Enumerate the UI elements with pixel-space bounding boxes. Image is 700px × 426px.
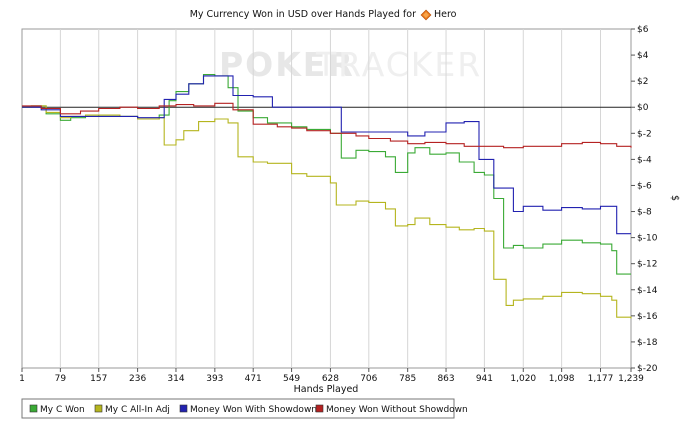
- y-tick-label: $-12: [637, 260, 657, 270]
- y-axis: $6 $4 $2 $0 $-2 $-4 $-6 $-8 $-10 $-12 $-14 $-16 $-18…: [631, 25, 658, 374]
- legend-item: Money Won Without Showdown: [315, 404, 468, 415]
- legend-label: Money Won Without Showdown: [326, 405, 468, 415]
- diamond-icon: [420, 9, 432, 21]
- y-tick-label: $-10: [637, 234, 658, 244]
- x-tick-label: 1,239: [618, 374, 644, 384]
- x-tick-label: 706: [360, 374, 377, 384]
- legend-box: [21, 398, 455, 419]
- x-tick-label: 471: [245, 374, 262, 384]
- chart-title: My Currency Won in USD over Hands Played…: [190, 9, 457, 21]
- y-tick-label: $-8: [637, 208, 652, 218]
- legend-item: Money Won With Showdown: [179, 404, 317, 415]
- legend-item: My C All-In Adj: [94, 404, 170, 415]
- watermark: POKER TRACKER: [219, 45, 482, 84]
- x-axis: 1 79 157 236 314 393 471 549 628 706 785 863 941 1,02…: [19, 368, 644, 384]
- x-tick-label: 157: [90, 374, 107, 384]
- y-tick-label: $0: [637, 103, 649, 113]
- x-tick-label: 549: [283, 374, 300, 384]
- y-tick-label: $-4: [637, 155, 652, 165]
- x-tick-label: 79: [55, 374, 67, 384]
- x-axis-label: Hands Played: [294, 384, 359, 395]
- y-tick-label: $-6: [637, 181, 652, 191]
- legend-label: My C All-In Adj: [105, 405, 170, 415]
- legend-label: My C Won: [40, 405, 85, 415]
- x-tick-label: 941: [476, 374, 493, 384]
- y-tick-label: $-16: [637, 312, 658, 322]
- grid-lines: [59, 29, 602, 368]
- legend-swatch: [29, 404, 38, 413]
- x-tick-label: 863: [437, 374, 454, 384]
- y-tick-label: $4: [637, 51, 649, 61]
- plot-area: [21, 28, 632, 369]
- x-tick-label: 1,020: [510, 374, 536, 384]
- legend-label: Money Won With Showdown: [190, 405, 317, 415]
- y-tick-label: $2: [637, 77, 648, 87]
- y-tick-label: $-2: [637, 129, 652, 139]
- x-tick-label: 314: [167, 374, 184, 384]
- chart-title-text: My Currency Won in USD over Hands Played…: [190, 9, 416, 20]
- x-tick-label: 236: [129, 374, 146, 384]
- x-tick-label: 785: [399, 374, 416, 384]
- legend-swatch: [94, 404, 103, 413]
- x-tick-label: 1,177: [588, 374, 614, 384]
- watermark-text-light: TRACKER: [315, 45, 482, 84]
- x-tick-label: 1,098: [549, 374, 575, 384]
- legend-swatch: [179, 404, 188, 413]
- y-tick-label: $-18: [637, 338, 658, 348]
- series-line-3: [22, 75, 631, 235]
- legend-item: My C Won: [29, 404, 85, 415]
- series-line-4: [22, 102, 632, 149]
- chart-title-player: Hero: [434, 9, 457, 20]
- y-axis-label: $: [669, 195, 680, 201]
- x-tick-label: 393: [206, 374, 223, 384]
- x-tick-label: 628: [322, 374, 339, 384]
- legend: My C Won My C All-In Adj Money Won With Sh…: [21, 398, 468, 419]
- x-tick-label: 1: [19, 374, 25, 384]
- series-lines: [22, 74, 632, 319]
- y-tick-label: $6: [637, 25, 649, 35]
- y-tick-label: $-14: [637, 286, 658, 296]
- legend-swatch: [315, 404, 324, 413]
- y-tick-label: $-20: [637, 364, 658, 374]
